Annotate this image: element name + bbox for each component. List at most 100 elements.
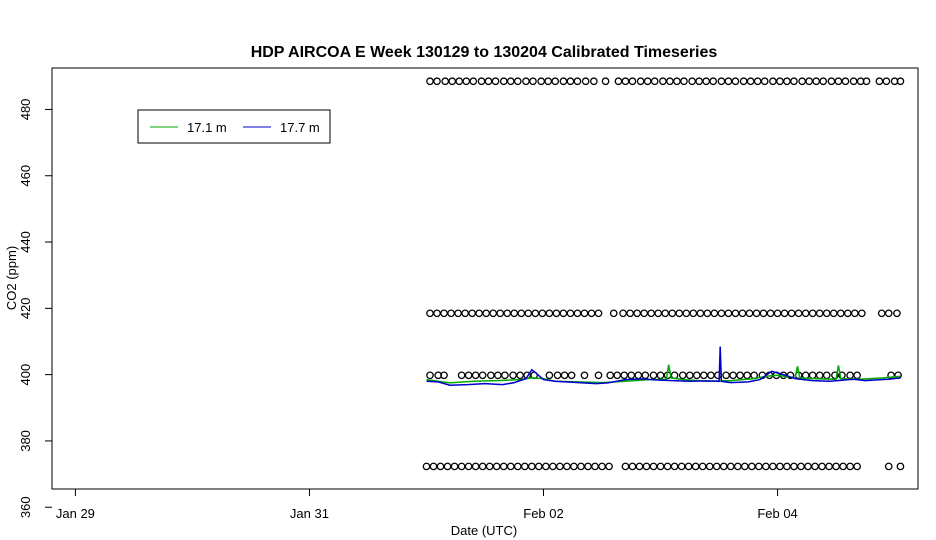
calibration-point bbox=[682, 309, 691, 318]
calibration-point bbox=[797, 462, 805, 471]
calibration-point bbox=[670, 462, 679, 471]
calibration-point bbox=[591, 462, 599, 471]
calibration-point bbox=[747, 462, 756, 471]
calibration-point bbox=[812, 77, 821, 86]
calibration-point bbox=[677, 462, 686, 471]
calibration-point bbox=[661, 309, 670, 318]
calibration-point bbox=[613, 371, 622, 380]
calibration-point bbox=[839, 462, 847, 471]
calibration-point bbox=[457, 462, 466, 471]
calibration-point bbox=[773, 309, 782, 318]
calibration-point bbox=[584, 462, 592, 471]
calibration-point bbox=[635, 462, 644, 471]
calibration-point bbox=[457, 371, 466, 380]
calibration-point bbox=[678, 371, 687, 380]
calibration-point bbox=[577, 462, 585, 471]
calibration-point bbox=[627, 371, 636, 380]
calibration-point bbox=[433, 309, 441, 318]
calibration-point bbox=[422, 462, 431, 471]
calibration-point bbox=[484, 77, 493, 86]
calibration-point bbox=[496, 309, 505, 318]
calibration-point bbox=[440, 371, 448, 380]
calibration-point bbox=[729, 371, 737, 380]
y-tick-label: 440 bbox=[18, 231, 33, 253]
calibration-point bbox=[722, 371, 730, 380]
calibration-point bbox=[805, 77, 814, 86]
calibration-point bbox=[516, 371, 524, 380]
calibration-point bbox=[819, 77, 828, 86]
x-tick-label: Feb 04 bbox=[757, 506, 797, 521]
calibration-point bbox=[877, 309, 886, 318]
calibration-point bbox=[545, 309, 554, 318]
calibration-point bbox=[537, 77, 546, 86]
calibration-point bbox=[619, 309, 627, 318]
calibration-point bbox=[640, 309, 649, 318]
calibration-point bbox=[736, 371, 744, 380]
calibration-point bbox=[580, 309, 589, 318]
calibration-point bbox=[680, 77, 688, 86]
calibration-points bbox=[422, 77, 905, 471]
calibration-point bbox=[673, 77, 681, 86]
calibration-point bbox=[628, 462, 637, 471]
calibration-point bbox=[636, 77, 645, 86]
calibration-point bbox=[846, 371, 854, 380]
calibration-point bbox=[647, 309, 656, 318]
calibration-point bbox=[836, 309, 845, 318]
calibration-point bbox=[724, 77, 733, 86]
y-tick-label: 480 bbox=[18, 99, 33, 121]
calibration-point bbox=[475, 309, 483, 318]
calibration-point bbox=[471, 371, 480, 380]
calibration-point bbox=[815, 309, 824, 318]
calibration-point bbox=[685, 371, 694, 380]
calibration-point bbox=[510, 309, 519, 318]
calibration-point bbox=[573, 77, 582, 86]
chart-title: HDP AIRCOA E Week 130129 to 130204 Calib… bbox=[251, 44, 718, 61]
calibration-point bbox=[641, 371, 650, 380]
calibration-point bbox=[506, 77, 515, 86]
calibration-point bbox=[633, 309, 641, 318]
calibration-point bbox=[491, 77, 500, 86]
calibration-point bbox=[628, 77, 637, 86]
calibration-point bbox=[675, 309, 684, 318]
calibration-point bbox=[654, 309, 663, 318]
calibration-point bbox=[815, 371, 824, 380]
calibration-point bbox=[566, 77, 575, 86]
calibration-point bbox=[726, 462, 735, 471]
calibration-point bbox=[738, 309, 747, 318]
calibration-point bbox=[553, 371, 562, 380]
calibration-point bbox=[621, 77, 630, 86]
calibration-point bbox=[433, 77, 441, 86]
calibration-point bbox=[884, 462, 893, 471]
calibration-point bbox=[450, 462, 459, 471]
calibration-point bbox=[443, 462, 452, 471]
calibration-point bbox=[448, 77, 457, 86]
calibration-point bbox=[699, 371, 708, 380]
calibration-point bbox=[621, 462, 630, 471]
calibration-point bbox=[469, 77, 478, 86]
calibration-point bbox=[634, 371, 643, 380]
calibration-point bbox=[882, 77, 891, 86]
calibration-point bbox=[731, 77, 740, 86]
calibration-point bbox=[587, 309, 596, 318]
calibration-point bbox=[520, 462, 529, 471]
calibration-point bbox=[787, 309, 796, 318]
calibration-point bbox=[740, 462, 749, 471]
calibration-point bbox=[499, 77, 508, 86]
calibration-point bbox=[436, 462, 445, 471]
calibration-point bbox=[594, 371, 603, 380]
calibration-point bbox=[743, 371, 751, 380]
calibration-point bbox=[570, 462, 578, 471]
calibration-point bbox=[649, 371, 658, 380]
y-tick-label: 460 bbox=[18, 165, 33, 187]
calibration-point bbox=[524, 309, 533, 318]
y-axis-label: CO2 (ppm) bbox=[4, 246, 19, 310]
calibration-point bbox=[549, 462, 557, 471]
calibration-point bbox=[692, 371, 701, 380]
calibration-point bbox=[501, 371, 509, 380]
calibration-point bbox=[663, 462, 672, 471]
calibration-point bbox=[656, 371, 665, 380]
calibration-point bbox=[790, 77, 798, 86]
calibration-point bbox=[705, 462, 714, 471]
calibration-point bbox=[776, 462, 784, 471]
x-tick-label: Jan 31 bbox=[290, 506, 329, 521]
